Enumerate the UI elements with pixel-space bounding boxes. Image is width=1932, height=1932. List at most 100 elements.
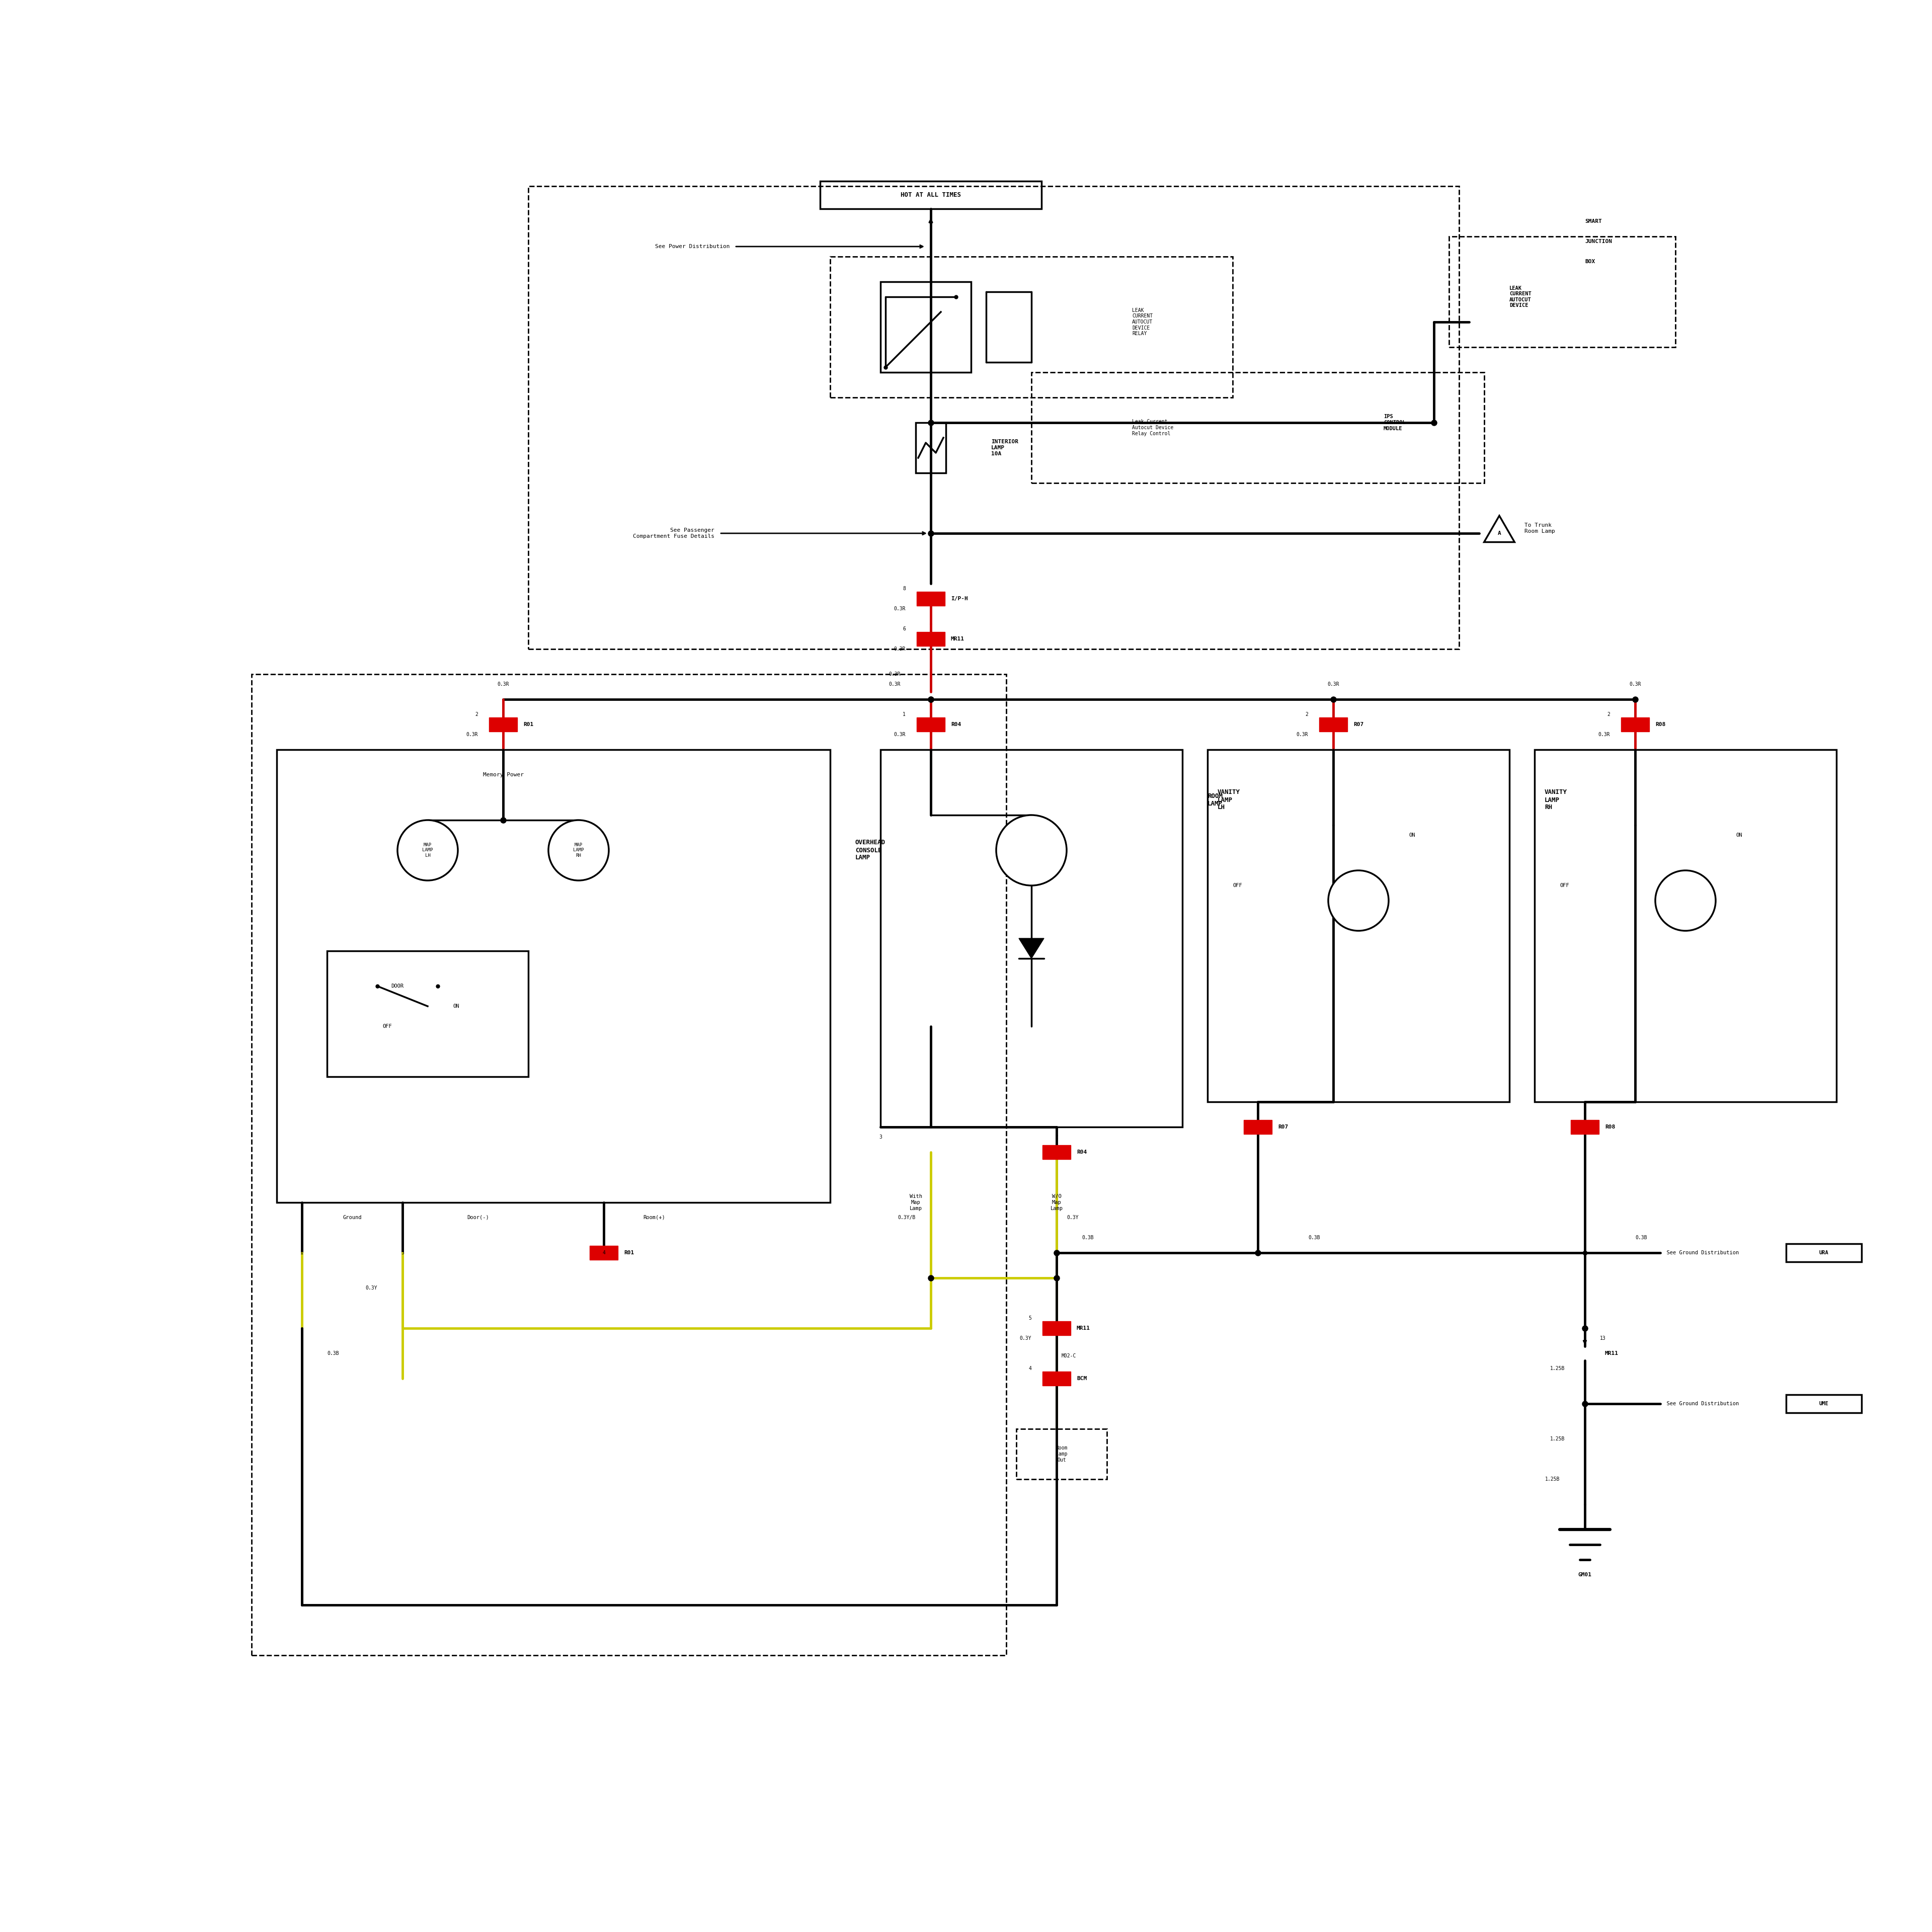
Circle shape [1329,871,1389,931]
Bar [1785,1395,1862,1412]
Text: 1.25B: 1.25B [1549,1366,1565,1372]
Text: A: A [1497,531,1501,535]
Text: 2: 2 [1607,711,1609,717]
Text: GM01: GM01 [1578,1573,1592,1577]
Text: 4: 4 [603,1250,605,1256]
Text: 0.3B: 0.3B [1082,1235,1094,1240]
Text: R01: R01 [624,1250,634,1256]
Text: Room
Lamp
Out: Room Lamp Out [1055,1445,1068,1463]
Text: 1.25B: 1.25B [1546,1476,1559,1482]
Bar [1785,1244,1862,1262]
Text: MR11: MR11 [1076,1325,1090,1331]
Text: 0.3Y/B: 0.3Y/B [898,1215,916,1221]
Bar [916,423,947,473]
Text: OFF: OFF [1559,883,1569,889]
Text: UME: UME [1820,1401,1828,1406]
Bar [589,1246,618,1260]
Text: 0.3Y: 0.3Y [1020,1335,1032,1341]
Text: 4: 4 [1028,1366,1032,1372]
Bar [916,632,945,645]
Text: 0.3R: 0.3R [1296,732,1308,738]
Text: 13: 13 [1600,1335,1605,1341]
Text: See Ground Distribution: See Ground Distribution [1660,1250,1739,1256]
Text: MR11: MR11 [1605,1350,1619,1356]
Text: SMART: SMART [1584,218,1602,224]
Bar [1571,1121,1600,1134]
Text: 0.3R: 0.3R [895,647,906,651]
Text: R01: R01 [524,723,533,726]
Bar [1534,750,1837,1101]
Text: MR11: MR11 [951,636,964,641]
Text: M02-C: M02-C [1061,1354,1076,1358]
Text: 0.3B: 0.3B [1308,1235,1320,1240]
Text: See Power Distribution: See Power Distribution [655,243,730,249]
Text: Ground: Ground [342,1215,361,1221]
Text: BOX: BOX [1584,259,1596,265]
Bar [881,750,1182,1126]
Text: 0.3R: 0.3R [895,732,906,738]
Bar [916,591,945,607]
Text: 2: 2 [1055,1134,1059,1140]
Text: To Trunk
Room Lamp: To Trunk Room Lamp [1524,524,1555,533]
Text: OFF: OFF [1233,883,1242,889]
Text: LEAK
CURRENT
AUTOCUT
DEVICE: LEAK CURRENT AUTOCUT DEVICE [1509,286,1532,307]
Text: 0.3R: 0.3R [1598,732,1609,738]
Bar [276,750,831,1202]
Text: 0.3R: 0.3R [1629,682,1640,686]
Text: 1: 1 [299,1250,303,1256]
Bar [1032,373,1484,483]
Text: 8: 8 [902,585,906,591]
Bar [916,717,945,732]
Text: 1: 1 [1256,1109,1260,1115]
Text: Room(+): Room(+) [643,1215,665,1221]
Text: R08: R08 [1656,723,1665,726]
Bar [1016,1430,1107,1480]
Circle shape [997,815,1066,885]
Text: BCM: BCM [1076,1376,1088,1381]
Text: 3: 3 [402,1250,404,1256]
Bar [1043,1321,1070,1335]
Text: 0.3Y: 0.3Y [365,1285,377,1291]
Text: 0.3R: 0.3R [1327,682,1339,686]
Bar [881,282,972,373]
Text: 0.3R: 0.3R [889,682,900,686]
Text: INTERIOR
LAMP
10A: INTERIOR LAMP 10A [991,439,1018,456]
Circle shape [1656,871,1716,931]
Bar [819,182,1041,209]
Text: ROOM
LAMP: ROOM LAMP [1208,792,1223,808]
Text: R07: R07 [1354,723,1364,726]
Text: OFF: OFF [383,1024,392,1030]
Text: 3: 3 [879,1134,881,1140]
Text: IPS
CONTROL
MODULE: IPS CONTROL MODULE [1383,413,1406,431]
Bar [1043,1372,1070,1385]
Text: VANITY
LAMP
LH: VANITY LAMP LH [1217,788,1240,811]
Text: Memory Power: Memory Power [483,773,524,777]
Bar [831,257,1233,398]
Text: Leak Current
Autocut Device
Relay Control: Leak Current Autocut Device Relay Contro… [1132,419,1173,437]
Text: JUNCTION: JUNCTION [1584,240,1611,243]
Text: 0.3R: 0.3R [895,607,906,611]
Bar [1208,750,1509,1101]
Text: R04: R04 [951,723,960,726]
Text: See Ground Distribution: See Ground Distribution [1660,1401,1739,1406]
Text: 1: 1 [902,711,906,717]
Bar [1320,717,1347,732]
Bar [1621,717,1650,732]
Bar [1449,236,1675,348]
Text: R04: R04 [1076,1150,1088,1155]
Bar [489,717,518,732]
Text: 0.3R: 0.3R [497,682,508,686]
Text: HOT AT ALL TIMES: HOT AT ALL TIMES [900,191,960,199]
Text: ON: ON [1735,833,1743,838]
Text: With
Map
Lamp: With Map Lamp [910,1194,922,1211]
Text: 0.3B: 0.3B [1634,1235,1646,1240]
Text: 2: 2 [1306,711,1308,717]
Text: 2: 2 [475,711,477,717]
Text: ON: ON [452,1005,460,1009]
Bar [1244,1121,1271,1134]
Text: I/P-H: I/P-H [951,597,968,601]
Text: MAP
LAMP
LH: MAP LAMP LH [423,842,433,858]
Text: DOOR: DOOR [390,983,404,989]
Text: 0.3R: 0.3R [466,732,477,738]
Text: See Passenger
Compartment Fuse Details: See Passenger Compartment Fuse Details [634,527,715,539]
